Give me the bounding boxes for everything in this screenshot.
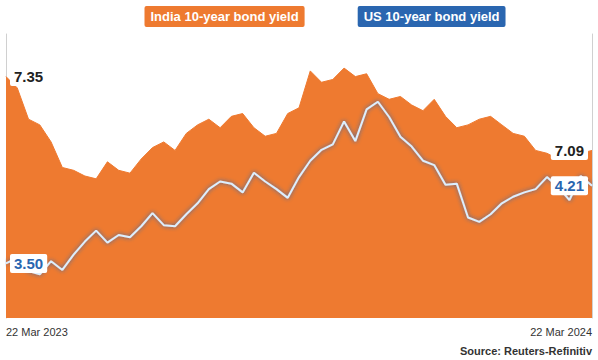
svg-text:22 Mar 2024: 22 Mar 2024 (530, 326, 592, 338)
svg-text:Source: Reuters-Refinitiv: Source: Reuters-Refinitiv (460, 345, 593, 357)
svg-text:3.50: 3.50 (14, 255, 43, 272)
svg-text:US 10-year bond yield: US 10-year bond yield (364, 9, 500, 24)
svg-text:7.09: 7.09 (555, 142, 584, 159)
svg-text:22 Mar 2023: 22 Mar 2023 (6, 326, 68, 338)
svg-text:4.21: 4.21 (555, 177, 584, 194)
svg-text:India 10-year bond yield: India 10-year bond yield (151, 9, 299, 24)
svg-text:7.35: 7.35 (14, 68, 43, 85)
